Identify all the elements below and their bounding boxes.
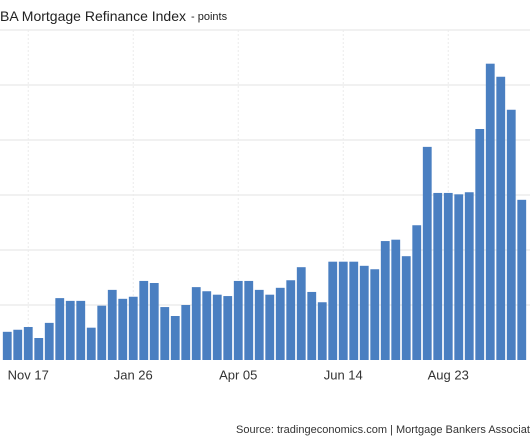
bar <box>139 280 149 360</box>
bar <box>223 296 233 360</box>
bar <box>422 146 432 360</box>
bar <box>286 280 296 360</box>
bar <box>170 316 180 360</box>
x-tick-label: Nov 17 <box>8 367 49 382</box>
bar <box>65 300 75 360</box>
bar <box>254 289 264 360</box>
bar <box>97 305 107 360</box>
bar <box>401 256 411 360</box>
bar <box>55 298 65 360</box>
source: Source: tradingeconomics.com | Mortgage … <box>236 424 530 436</box>
bar <box>149 283 159 360</box>
x-tick-label: Jun 14 <box>324 367 363 382</box>
bar <box>475 129 485 360</box>
bar <box>202 291 212 360</box>
bar <box>317 302 327 360</box>
bar <box>86 327 96 360</box>
bar <box>464 192 474 360</box>
bar <box>338 261 348 360</box>
bar <box>506 109 516 360</box>
x-tick-label: Jan 26 <box>114 367 153 382</box>
bar <box>517 199 527 360</box>
subtitle: - points <box>191 11 228 23</box>
bar <box>181 305 191 360</box>
bar <box>265 294 275 360</box>
bar <box>485 63 495 360</box>
bar <box>128 296 138 360</box>
x-tick-label: Apr 05 <box>219 367 257 382</box>
bar <box>212 294 222 360</box>
bar <box>2 331 12 360</box>
bar <box>433 192 443 360</box>
bar <box>391 239 401 360</box>
bar <box>191 287 201 360</box>
bar <box>244 280 254 360</box>
bar <box>296 267 306 360</box>
bar <box>359 265 369 360</box>
bar <box>233 280 243 360</box>
bar <box>13 329 23 360</box>
bar <box>412 225 422 360</box>
chart-title: BA Mortgage Refinance Index - points <box>0 8 228 24</box>
bar <box>328 261 338 360</box>
bar <box>275 287 285 360</box>
bar <box>370 269 380 360</box>
bar <box>454 194 464 360</box>
bar <box>349 261 359 360</box>
bar <box>118 298 128 360</box>
bar <box>107 289 117 360</box>
bar <box>380 241 390 360</box>
bar <box>76 300 86 360</box>
bar <box>160 307 170 360</box>
bar <box>307 291 317 360</box>
bar <box>496 76 506 360</box>
bar <box>44 322 54 360</box>
bar <box>34 338 44 360</box>
x-tick-label: Aug 23 <box>428 367 469 382</box>
bar <box>23 327 33 360</box>
title: BA Mortgage Refinance Index <box>0 8 186 24</box>
bar <box>443 192 453 360</box>
